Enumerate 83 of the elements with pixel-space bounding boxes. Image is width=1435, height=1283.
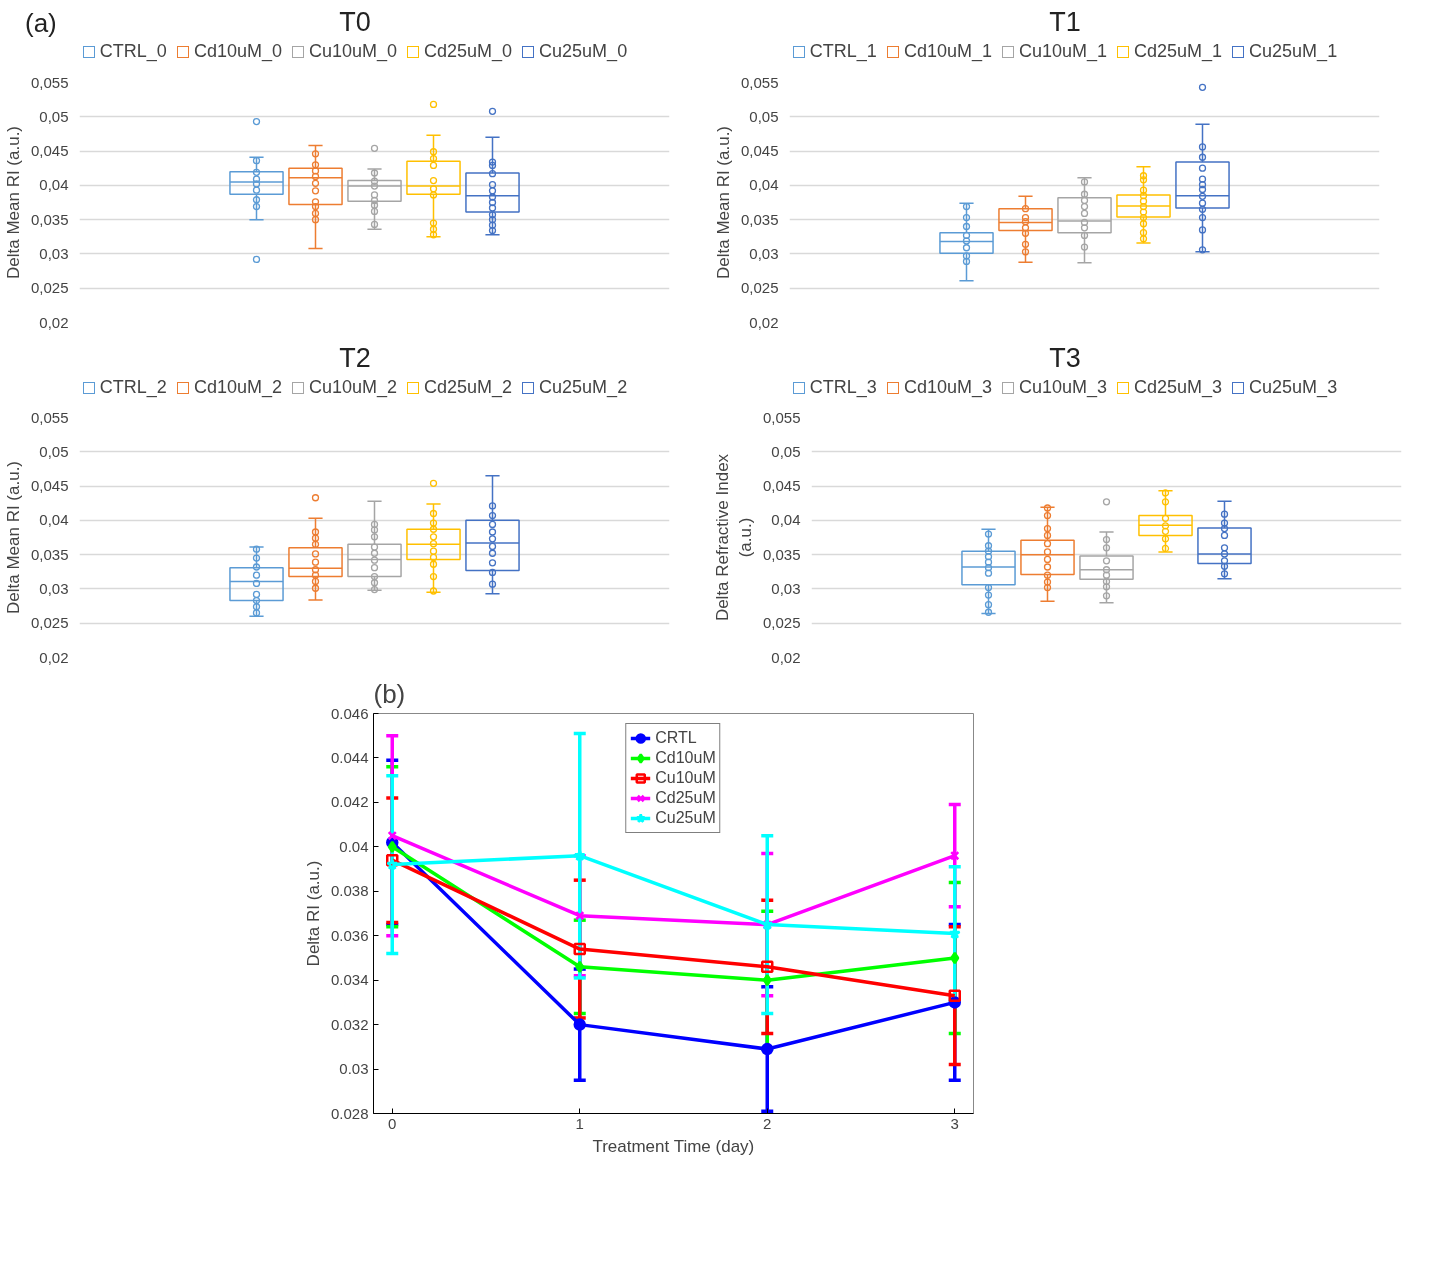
y-tick-label: 0.034: [330, 971, 369, 989]
y-tick-label: 0.042: [330, 793, 369, 811]
chart-title: T3: [1048, 341, 1082, 375]
y-axis-title: Delta Mean RI (a.u.): [3, 461, 23, 615]
legend-label: CTRL_0: [98, 40, 167, 64]
y-tick-label: 0,025: [30, 278, 69, 296]
y-axis-title: Delta Refractive Index (a.u.): [713, 453, 755, 622]
y-tick-label: 0,04: [39, 511, 69, 529]
y-tick-label: 0,02: [39, 313, 69, 331]
chart-title: T0: [339, 7, 371, 37]
legend-label: Cu10uM_3: [1017, 375, 1108, 400]
x-tick-label: 1: [575, 1114, 584, 1132]
legend-label: Cd10uM_2: [192, 375, 282, 400]
legend-label: Cu25uM_1: [1248, 40, 1338, 64]
legend-label: Cu25uM_3: [1248, 375, 1338, 400]
y-tick-label: 0,02: [771, 648, 801, 666]
y-tick-label: 0,045: [30, 477, 69, 495]
y-tick-label: 0,05: [39, 107, 69, 125]
y-axis-title: Delta Mean RI (a.u.): [713, 125, 733, 279]
text: (b): [373, 678, 406, 709]
y-axis-title: Delta Mean RI (a.u.): [3, 125, 23, 279]
y-tick-label: 0.046: [330, 704, 369, 722]
y-tick-label: 0,04: [771, 511, 801, 529]
legend-label: CTRL_3: [808, 375, 877, 400]
x-axis-title: Treatment Time (day): [592, 1136, 755, 1156]
y-tick-label: 0,04: [39, 176, 69, 194]
legend-label: Cu10uM_2: [307, 375, 398, 400]
legend-label: Cd25uM_1: [1133, 40, 1223, 64]
y-tick-label: 0.04: [339, 838, 369, 856]
chart-title: T1: [1048, 6, 1082, 39]
y-tick-label: 0,055: [30, 408, 69, 426]
y-tick-label: 0,045: [762, 477, 801, 495]
y-tick-label: 0,05: [771, 443, 801, 461]
y-tick-label: 0,025: [740, 278, 779, 296]
y-tick-label: 0,025: [30, 614, 69, 632]
y-tick-label: 0,02: [749, 313, 779, 331]
legend-label: Cd25uM_0: [423, 40, 513, 64]
y-tick-label: 0,03: [39, 244, 69, 262]
legend-label: Cd25uM_3: [1133, 375, 1223, 400]
legend-label: CRTL: [655, 729, 697, 748]
y-tick-label: 0,055: [30, 73, 69, 91]
legend-label: CTRL_2: [98, 375, 167, 400]
y-tick-label: 0,03: [771, 580, 801, 598]
y-tick-label: 0,04: [749, 176, 779, 194]
y-tick-label: 0,055: [740, 73, 779, 91]
x-tick-label: 0: [388, 1114, 397, 1132]
y-tick-label: 0.032: [330, 1016, 369, 1034]
y-tick-label: 0,035: [740, 210, 779, 228]
legend-label: Cd10uM_0: [192, 40, 282, 64]
legend-label: Cu10uM_0: [307, 40, 398, 64]
y-tick-label: 0.038: [330, 882, 369, 900]
y-tick-label: 0,055: [762, 408, 801, 426]
y-tick-label: 0,035: [30, 210, 69, 228]
y-tick-label: 0.03: [339, 1060, 369, 1078]
legend-label: Cu25uM_2: [538, 375, 628, 400]
y-tick-label: 0,03: [749, 244, 779, 262]
legend-label: Cd10uM_3: [902, 375, 992, 400]
legend-label: Cu25uM: [655, 809, 716, 828]
text: (a): [25, 7, 57, 40]
y-tick-label: 0,025: [762, 614, 801, 632]
y-tick-label: 0.036: [330, 927, 369, 945]
y-tick-label: 0,035: [30, 546, 69, 564]
y-tick-label: 0,045: [740, 141, 779, 159]
y-tick-label: 0,045: [30, 141, 69, 159]
y-tick-label: 0,05: [749, 107, 779, 125]
legend-label: CTRL_1: [808, 40, 877, 64]
x-tick-label: 3: [950, 1114, 959, 1132]
legend-label: Cu25uM_0: [538, 40, 628, 64]
y-tick-label: 0.028: [330, 1104, 369, 1122]
y-tick-label: 0.044: [330, 749, 369, 767]
legend-label: Cd25uM: [655, 789, 716, 808]
legend-label: Cd10uM: [655, 749, 716, 768]
y-tick-label: 0,02: [39, 648, 69, 666]
chart-title: T2: [338, 341, 372, 375]
legend-label: Cu10uM: [655, 769, 716, 788]
y-axis-title: Delta RI (a.u.): [303, 861, 323, 967]
legend-label: Cd25uM_2: [423, 375, 513, 400]
y-tick-label: 0,03: [39, 580, 69, 598]
x-tick-label: 2: [763, 1114, 772, 1132]
legend-label: Cu10uM_1: [1017, 40, 1108, 64]
legend-label: Cd10uM_1: [902, 40, 992, 64]
y-tick-label: 0,05: [39, 443, 69, 461]
y-tick-label: 0,035: [762, 546, 801, 564]
